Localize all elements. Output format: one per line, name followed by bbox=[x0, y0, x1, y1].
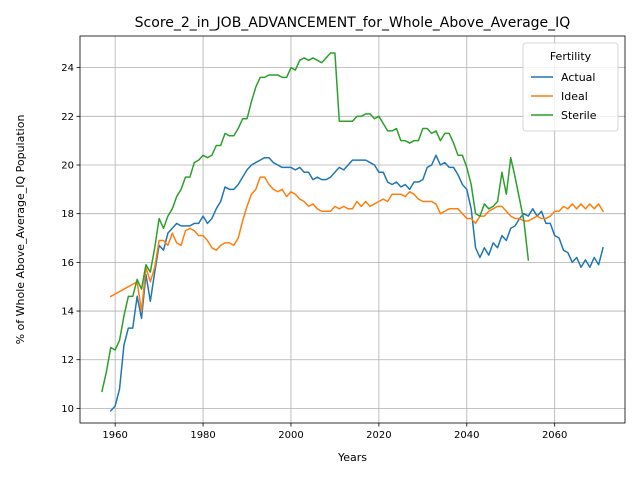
x-tick-label: 1960 bbox=[102, 430, 127, 441]
x-tick-label: 1980 bbox=[190, 430, 215, 441]
legend-label-ideal: Ideal bbox=[561, 90, 588, 103]
legend-label-actual: Actual bbox=[561, 71, 595, 84]
x-tick-label: 2020 bbox=[366, 430, 391, 441]
y-tick-label: 14 bbox=[61, 307, 74, 318]
legend-title: Fertility bbox=[550, 50, 592, 63]
y-tick-label: 22 bbox=[61, 112, 74, 123]
y-tick-label: 10 bbox=[61, 404, 74, 415]
legend-label-sterile: Sterile bbox=[561, 109, 597, 122]
y-tick-label: 12 bbox=[61, 355, 74, 366]
x-tick-label: 2060 bbox=[542, 430, 567, 441]
y-axis-label: % of Whole Above_Average_IQ Population bbox=[14, 115, 27, 345]
y-tick-label: 20 bbox=[61, 161, 74, 172]
x-axis-label: Years bbox=[337, 451, 367, 464]
x-tick-label: 2000 bbox=[278, 430, 303, 441]
y-tick-label: 24 bbox=[61, 63, 74, 74]
x-tick-label: 2040 bbox=[454, 430, 479, 441]
chart-title: Score_2_in_JOB_ADVANCEMENT_for_Whole_Abo… bbox=[135, 15, 571, 31]
y-tick-label: 16 bbox=[61, 258, 74, 269]
legend: Fertility Actual Ideal Sterile bbox=[523, 43, 618, 131]
y-tick-label: 18 bbox=[61, 209, 74, 220]
